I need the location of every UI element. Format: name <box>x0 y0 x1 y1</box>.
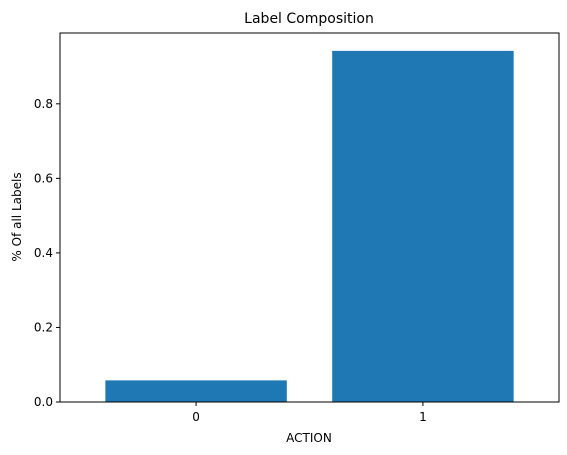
y-axis-label: % Of all Labels <box>10 172 24 261</box>
bar-0 <box>105 380 287 402</box>
y-tick-label-0.2: 0.2 <box>34 320 53 334</box>
y-tick-label-0.6: 0.6 <box>34 171 53 185</box>
y-tick-label-0.4: 0.4 <box>34 246 53 260</box>
x-tick-label-0: 0 <box>192 410 200 424</box>
x-tick-label-1: 1 <box>419 410 427 424</box>
x-axis-label: ACTION <box>286 431 332 445</box>
y-axis-ticks: 0.0 0.2 0.4 0.6 0.8 <box>34 97 60 409</box>
y-tick-label-0.0: 0.0 <box>34 395 53 409</box>
bar-1 <box>332 50 514 403</box>
chart-title: Label Composition <box>244 11 374 27</box>
plot-frame <box>59 32 560 403</box>
bars <box>105 50 514 403</box>
y-tick-label-0.8: 0.8 <box>34 97 53 111</box>
